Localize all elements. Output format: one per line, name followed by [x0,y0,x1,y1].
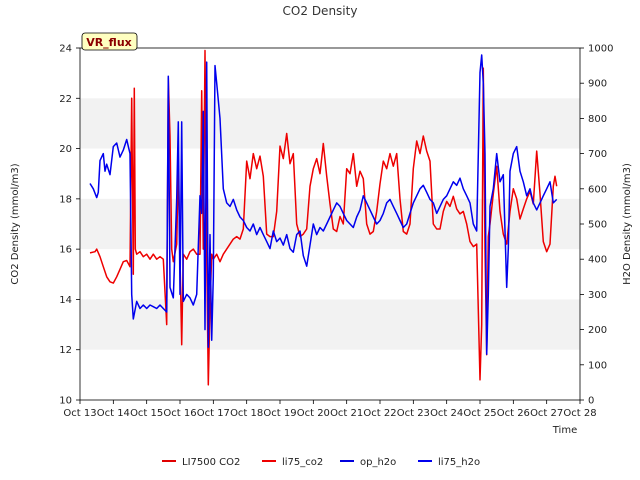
y-left-tick-label: 10 [59,396,72,407]
y-right-tick-label: 400 [588,255,607,266]
series-line-li75-h2o [89,54,558,355]
x-tick-label: Oct 28 [563,408,596,419]
x-tick-label: Oct 24 [430,408,463,419]
x-tick-label: Oct 25 [463,408,496,419]
y-axis-left-label: CO2 Density (mmol/m3) [10,163,21,284]
y-left-tick-label: 18 [59,194,72,205]
legend: LI7500 CO2 li75_co2 op_h2o li75_h2o [162,457,480,468]
y-right-tick-label: 100 [588,360,607,371]
x-tick-label: Oct 20 [297,408,330,419]
y-left-tick-label: 20 [59,144,72,155]
y-left-tick-label: 24 [59,44,72,55]
y-right-tick-label: 800 [588,114,607,125]
x-tick-label: Oct 27 [530,408,563,419]
legend-label: op_h2o [360,457,396,468]
y-right-tick-label: 300 [588,290,607,301]
x-tick-label: Oct 23 [397,408,430,419]
y-axis-right: 0 100 200 300 400 500 600 700 800 900 1000 [580,44,613,407]
y-axis-left: 10 12 14 16 18 20 22 24 [59,44,80,407]
x-axis: Oct 13 Oct 14 Oct 15 Oct 16 Oct 17 Oct 18 Oct … [63,400,597,419]
y-right-tick-label: 1000 [588,44,613,55]
x-tick-label: Oct 19 [263,408,296,419]
legend-label: li75_co2 [282,457,323,468]
series-line-li75-co2 [89,49,558,386]
y-left-tick-label: 12 [59,345,72,356]
x-tick-label: Oct 16 [163,408,196,419]
badge-label: VR_flux [86,36,132,49]
x-tick-label: Oct 21 [330,408,363,419]
legend-label: li75_h2o [438,457,480,468]
series-layer [89,49,558,386]
y-right-tick-label: 700 [588,149,607,160]
x-tick-label: Oct 18 [230,408,263,419]
y-axis-right-label: H2O Density (mmol/m3) [622,163,633,285]
x-tick-label: Oct 26 [497,408,530,419]
y-right-tick-label: 900 [588,79,607,90]
chart-title: CO2 Density [283,4,358,18]
vr-flux-badge: VR_flux [81,32,138,51]
x-tick-label: Oct 22 [363,408,396,419]
band-2 [80,98,580,149]
x-tick-label: Oct 17 [197,408,230,419]
y-right-tick-label: 600 [588,184,607,195]
y-left-tick-label: 16 [59,245,72,256]
y-left-tick-label: 22 [59,94,72,105]
y-right-tick-label: 200 [588,325,607,336]
y-left-tick-label: 14 [59,295,72,306]
x-tick-label: Oct 15 [130,408,163,419]
badge-box [81,32,138,51]
x-axis-label: Time [552,425,577,436]
x-tick-label: Oct 14 [97,408,130,419]
y-right-tick-label: 0 [588,396,594,407]
legend-label: LI7500 CO2 [182,457,240,468]
x-tick-label: Oct 13 [63,408,96,419]
y-right-tick-label: 500 [588,220,607,231]
